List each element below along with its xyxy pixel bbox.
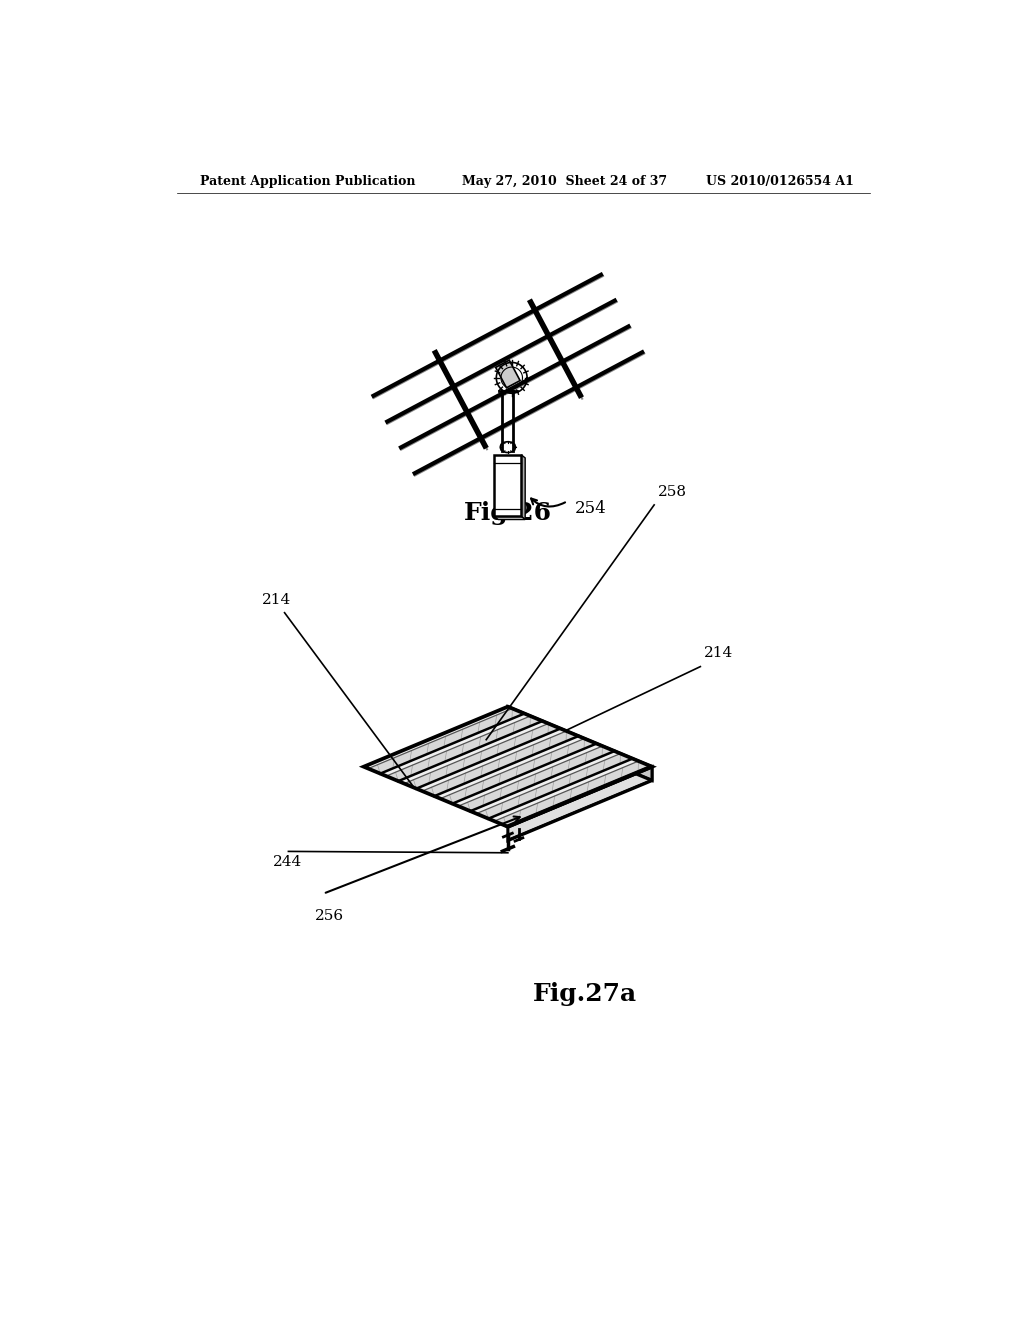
Polygon shape — [386, 715, 543, 781]
Text: 256: 256 — [315, 909, 344, 923]
Text: Fig.26: Fig.26 — [464, 500, 552, 524]
Polygon shape — [476, 754, 633, 818]
Polygon shape — [521, 455, 525, 520]
Polygon shape — [404, 723, 560, 788]
Polygon shape — [440, 739, 597, 804]
Text: 214: 214 — [261, 593, 291, 607]
Polygon shape — [422, 731, 579, 796]
Polygon shape — [508, 767, 652, 841]
Text: Fig.27a: Fig.27a — [532, 982, 637, 1006]
Text: 258: 258 — [658, 484, 687, 499]
Text: 244: 244 — [273, 855, 302, 870]
Polygon shape — [369, 709, 524, 774]
Polygon shape — [364, 706, 652, 826]
Text: Patent Application Publication: Patent Application Publication — [200, 176, 416, 187]
Text: US 2010/0126554 A1: US 2010/0126554 A1 — [707, 176, 854, 187]
Polygon shape — [495, 516, 525, 520]
Polygon shape — [495, 762, 650, 826]
Text: 254: 254 — [575, 500, 607, 517]
Text: May 27, 2010  Sheet 24 of 37: May 27, 2010 Sheet 24 of 37 — [462, 176, 667, 187]
Polygon shape — [508, 706, 652, 780]
Text: 214: 214 — [705, 647, 733, 660]
Bar — [495, 455, 521, 516]
Bar — [496, 360, 520, 388]
Polygon shape — [459, 746, 614, 812]
